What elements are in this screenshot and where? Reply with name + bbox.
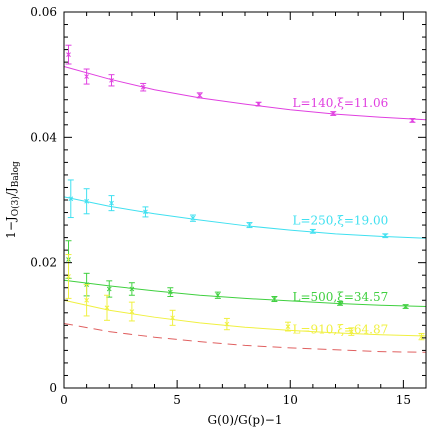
point-marker [129, 286, 135, 292]
data-point [337, 301, 344, 306]
point-marker [348, 329, 354, 334]
data-point [418, 332, 425, 341]
point-marker [140, 84, 146, 90]
point-marker [66, 52, 71, 57]
reference-fit-line [63, 322, 427, 353]
fit-line [63, 196, 427, 239]
data-point [103, 294, 110, 321]
x-tick-label: 0 [60, 393, 68, 407]
point-marker [337, 301, 343, 306]
point-marker [129, 309, 135, 314]
point-marker [167, 289, 173, 295]
fit-line [63, 66, 427, 121]
data-point [223, 317, 230, 331]
data-point [83, 68, 90, 85]
data-point [108, 74, 115, 87]
data-point [246, 222, 253, 229]
data-point [106, 280, 113, 298]
point-marker [109, 200, 114, 206]
fit-line [63, 279, 427, 308]
data-point [348, 327, 355, 336]
data-point [409, 118, 416, 123]
y-tick-label: 0.06 [30, 5, 57, 19]
series-label: L=910,ξ=64.87 [293, 323, 389, 337]
data-point [83, 188, 90, 215]
y-axis-title: 1−JO(3)/JBalog [4, 161, 21, 239]
data-point [140, 82, 147, 92]
series-1: L=250,ξ=19.00 [63, 179, 427, 239]
point-marker [419, 334, 424, 339]
data-point [83, 284, 90, 317]
data-point [214, 291, 221, 299]
y-title-mid: /J [4, 187, 18, 196]
data-point [189, 214, 196, 222]
y-title-prefix: 1−J [4, 216, 18, 239]
point-marker [106, 286, 112, 292]
point-marker [68, 196, 74, 202]
data-point [108, 195, 115, 212]
series-label: L=140,ξ=11.06 [293, 96, 389, 110]
point-marker [170, 315, 175, 321]
point-marker [382, 233, 388, 239]
point-marker [84, 198, 89, 204]
data-point [309, 228, 316, 234]
point-marker [272, 296, 277, 302]
fit-line [63, 299, 427, 337]
point-marker [410, 118, 415, 123]
point-marker [143, 209, 148, 215]
y-tick-label: 0 [49, 381, 57, 395]
data-point [65, 254, 72, 299]
ticks-layer: 0 5 10 15 0 0.02 0.04 0.06 [30, 5, 427, 407]
data-point [196, 92, 203, 99]
point-marker [215, 292, 221, 298]
series-2: L=500,ξ=34.57 [63, 240, 427, 309]
data-point [65, 44, 72, 65]
point-marker [285, 324, 291, 329]
y-tick-label: 0.04 [30, 130, 57, 144]
x-tick-label: 15 [396, 393, 411, 407]
data-point [167, 287, 174, 298]
point-marker [84, 74, 89, 79]
data-point [169, 309, 176, 326]
point-marker [247, 222, 252, 228]
data-point [271, 296, 278, 303]
point-marker [403, 304, 408, 309]
point-marker [310, 228, 316, 234]
data-point [142, 206, 149, 218]
series-3: L=910,ξ=64.87 [63, 254, 427, 341]
y-title-sub1: O(3) [10, 196, 21, 216]
point-marker [66, 274, 71, 279]
point-marker [104, 305, 110, 311]
y-title-sub2: Balog [11, 161, 21, 187]
y-tick-label: 0.02 [30, 256, 57, 270]
point-marker [190, 215, 196, 221]
point-marker [84, 297, 89, 303]
point-marker [256, 101, 261, 107]
data-point [255, 101, 262, 107]
data-point [128, 301, 135, 322]
x-tick-label: 10 [283, 393, 298, 407]
series-label: L=500,ξ=34.57 [293, 290, 389, 304]
data-point [330, 111, 337, 116]
series-0: L=140,ξ=11.06 [63, 44, 427, 123]
point-marker [109, 77, 114, 83]
data-point [128, 282, 135, 296]
point-marker [197, 92, 203, 98]
series-label: L=250,ξ=19.00 [293, 214, 389, 228]
series-4 [63, 322, 427, 353]
data-point [402, 304, 409, 309]
series-layer: L=140,ξ=11.06 L=250,ξ=19.00 L=500,ξ=34.57 L… [63, 44, 427, 353]
data-point [67, 179, 74, 219]
point-marker [330, 111, 336, 116]
x-tick-label: 5 [173, 393, 181, 407]
x-axis-title: G(0)/G(p)−1 [208, 413, 283, 427]
data-point [284, 321, 291, 332]
point-marker [224, 321, 230, 327]
data-point [382, 233, 389, 239]
